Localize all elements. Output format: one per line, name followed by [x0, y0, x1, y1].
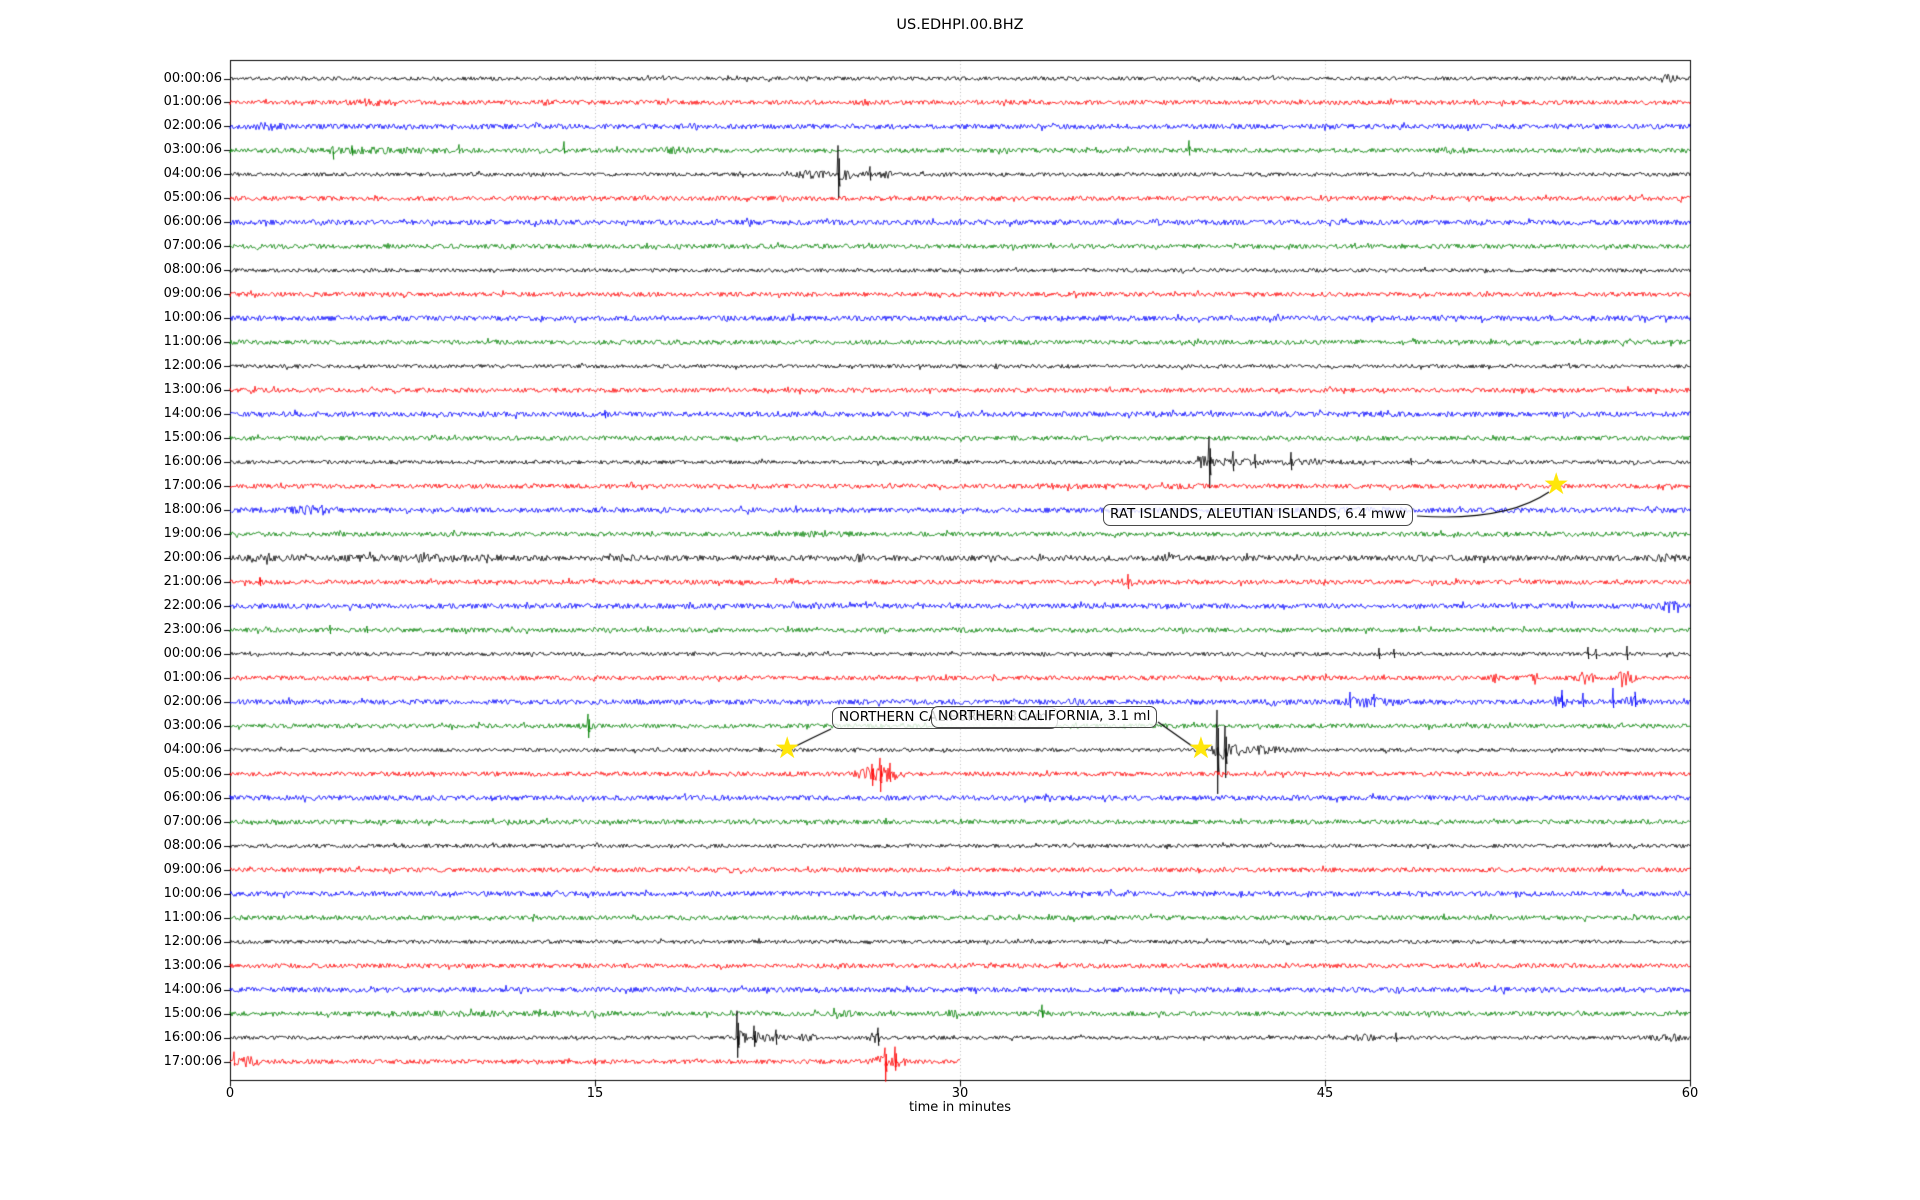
- y-tick-label: 09:00:06: [163, 861, 222, 877]
- y-tick-label: 07:00:06: [163, 238, 222, 254]
- x-tick-label: 45: [1316, 1086, 1334, 1101]
- y-tick-label: 19:00:06: [163, 526, 222, 542]
- y-tick-label: 01:00:06: [163, 94, 222, 110]
- y-tick-label: 13:00:06: [163, 382, 222, 398]
- y-tick-label: 18:00:06: [163, 502, 222, 518]
- annotation-text: NORTHERN CALIFORNIA, 3.1 ml: [938, 708, 1151, 724]
- y-tick-label: 22:00:06: [163, 598, 222, 614]
- y-tick-label: 02:00:06: [163, 118, 222, 134]
- y-tick-label: 00:00:06: [163, 646, 222, 662]
- y-tick-label: 03:00:06: [163, 717, 222, 733]
- y-tick-label: 12:00:06: [163, 933, 222, 949]
- x-tick-label: 30: [951, 1086, 969, 1101]
- y-tick-label: 13:00:06: [163, 957, 222, 973]
- y-tick-label: 15:00:06: [163, 430, 222, 446]
- x-axis-label: time in minutes: [908, 1100, 1012, 1115]
- x-tick-label: 60: [1681, 1086, 1699, 1101]
- y-tick-label: 11:00:06: [163, 334, 222, 350]
- y-tick-label: 16:00:06: [163, 1029, 222, 1045]
- y-tick-label: 06:00:06: [163, 214, 222, 230]
- y-tick-label: 06:00:06: [163, 789, 222, 805]
- y-tick-label: 07:00:06: [163, 813, 222, 829]
- y-tick-label: 05:00:06: [163, 765, 222, 781]
- annotation-northern-california-front: NORTHERN CALIFORNIA, 3.1 ml: [931, 706, 1158, 728]
- y-tick-label: 11:00:06: [163, 909, 222, 925]
- y-tick-label: 10:00:06: [163, 885, 222, 901]
- y-tick-label: 00:00:06: [163, 70, 222, 86]
- y-tick-label: 04:00:06: [163, 166, 222, 182]
- x-tick-label: 15: [586, 1086, 604, 1101]
- y-tick-label: 14:00:06: [163, 981, 222, 997]
- y-tick-label: 08:00:06: [163, 262, 222, 278]
- y-tick-label: 08:00:06: [163, 837, 222, 853]
- y-tick-label: 03:00:06: [163, 142, 222, 158]
- y-tick-label: 01:00:06: [163, 670, 222, 685]
- y-tick-label: 12:00:06: [163, 358, 222, 374]
- y-tick-label: 05:00:06: [163, 190, 222, 206]
- y-tick-label: 17:00:06: [163, 478, 222, 494]
- y-tick-label: 17:00:06: [163, 1053, 222, 1069]
- y-tick-label: 02:00:06: [163, 693, 222, 709]
- y-tick-label: 15:00:06: [163, 1005, 222, 1021]
- y-tick-label: 09:00:06: [163, 286, 222, 302]
- y-tick-label: 16:00:06: [163, 454, 222, 470]
- y-tick-label: 20:00:06: [163, 550, 222, 566]
- y-tick-label: 04:00:06: [163, 741, 222, 757]
- y-tick-label: 10:00:06: [163, 310, 222, 326]
- annotation-rat-islands: RAT ISLANDS, ALEUTIAN ISLANDS, 6.4 mww: [1103, 504, 1414, 526]
- x-tick-label: 0: [225, 1086, 235, 1101]
- y-tick-label: 14:00:06: [163, 406, 222, 422]
- plot-title: US.EDHPI.00.BHZ: [896, 17, 1024, 33]
- y-tick-label: 21:00:06: [163, 574, 222, 590]
- y-tick-label: 23:00:06: [163, 622, 222, 638]
- annotation-text: RAT ISLANDS, ALEUTIAN ISLANDS, 6.4 mww: [1110, 506, 1407, 522]
